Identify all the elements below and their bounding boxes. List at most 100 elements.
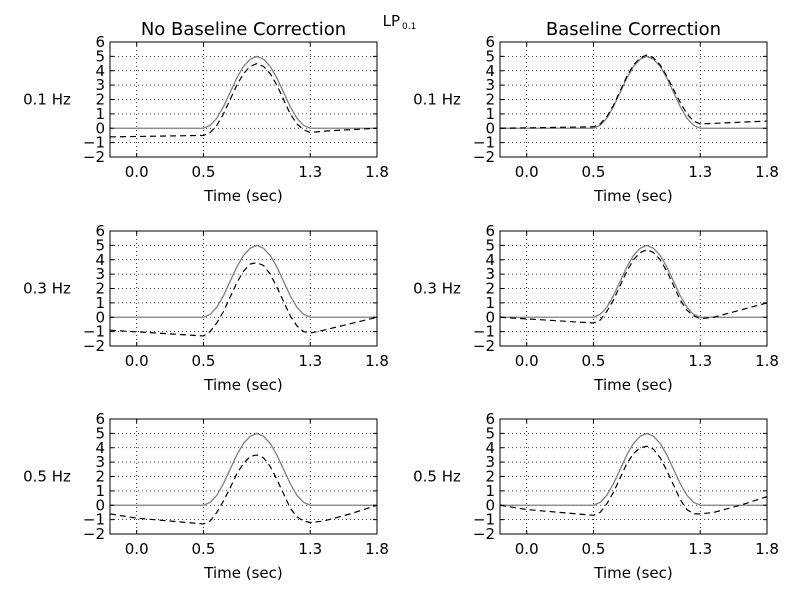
y-tick-label: 6 <box>485 222 495 240</box>
suptitle: LP <box>383 12 400 30</box>
y-tick-label: 0 <box>485 119 495 137</box>
x-tick-label: 0.0 <box>125 352 149 370</box>
y-tick-label: 2 <box>95 91 105 109</box>
dashed-series-line <box>499 445 768 516</box>
y-tick-label: 0 <box>95 496 105 514</box>
y-tick-label: 6 <box>485 410 495 428</box>
frequency-label: 0.1 Hz <box>23 91 71 109</box>
y-tick-label: −2 <box>83 337 105 355</box>
y-tick-label: 0 <box>95 119 105 137</box>
y-tick-label: 3 <box>485 453 495 471</box>
x-tick-label: 1.8 <box>365 163 389 181</box>
dashed-series-line <box>499 54 768 129</box>
x-axis-label: Time (sec) <box>593 564 672 582</box>
y-tick-label: 2 <box>485 91 495 109</box>
y-tick-label: 4 <box>95 251 105 269</box>
solid-series-line <box>500 55 767 129</box>
solid-series-line <box>110 432 377 506</box>
y-tick-label: −2 <box>473 337 495 355</box>
x-axis-label: Time (sec) <box>203 376 282 394</box>
x-tick-label: 0.5 <box>192 352 216 370</box>
y-tick-label: 2 <box>485 468 495 486</box>
x-axis-label: Time (sec) <box>203 564 282 582</box>
x-tick-label: 1.3 <box>688 163 712 181</box>
x-tick-label: 1.3 <box>298 540 322 558</box>
y-tick-label: 5 <box>95 47 105 65</box>
y-tick-label: 3 <box>95 453 105 471</box>
solid-series-line <box>500 432 767 506</box>
subplot-title: No Baseline Correction <box>141 19 346 40</box>
y-tick-label: 6 <box>95 410 105 428</box>
dashed-series-line <box>109 262 378 337</box>
frequency-label: 0.1 Hz <box>413 91 461 109</box>
y-tick-label: 5 <box>485 424 495 442</box>
x-axis-label: Time (sec) <box>593 187 672 205</box>
y-tick-label: 5 <box>95 236 105 254</box>
y-tick-label: 4 <box>485 439 495 457</box>
x-tick-label: 0.0 <box>125 163 149 181</box>
x-tick-label: 0.5 <box>582 540 606 558</box>
y-tick-label: −1 <box>83 134 105 152</box>
x-tick-label: 1.8 <box>755 352 779 370</box>
y-tick-label: 3 <box>95 265 105 283</box>
y-tick-label: 5 <box>95 424 105 442</box>
y-tick-label: 1 <box>485 294 495 312</box>
x-tick-label: 1.8 <box>365 352 389 370</box>
y-tick-label: 3 <box>485 76 495 94</box>
y-tick-label: 4 <box>95 62 105 80</box>
y-tick-label: 0 <box>485 496 495 514</box>
y-tick-label: 3 <box>95 76 105 94</box>
y-tick-label: −1 <box>473 134 495 152</box>
solid-series-line <box>500 244 767 318</box>
y-tick-label: 2 <box>95 280 105 298</box>
y-tick-label: −1 <box>83 511 105 529</box>
y-tick-label: 0 <box>95 308 105 326</box>
x-tick-label: 0.0 <box>125 540 149 558</box>
x-tick-label: 0.0 <box>515 163 539 181</box>
frequency-label: 0.5 Hz <box>23 468 71 486</box>
y-tick-label: −2 <box>473 148 495 166</box>
y-tick-label: −2 <box>473 525 495 543</box>
y-tick-label: 5 <box>485 236 495 254</box>
y-tick-label: 1 <box>95 482 105 500</box>
x-tick-label: 1.8 <box>755 540 779 558</box>
x-tick-label: 1.3 <box>688 540 712 558</box>
x-tick-label: 1.3 <box>298 352 322 370</box>
solid-series-line <box>110 244 377 318</box>
x-tick-label: 1.8 <box>365 540 389 558</box>
suptitle-subscript: 0.1 <box>402 22 416 32</box>
y-tick-label: 1 <box>485 482 495 500</box>
y-tick-label: −2 <box>83 525 105 543</box>
y-tick-label: −2 <box>83 148 105 166</box>
x-tick-label: 0.0 <box>515 352 539 370</box>
x-tick-label: 1.3 <box>688 352 712 370</box>
y-tick-label: −1 <box>473 323 495 341</box>
frequency-label: 0.5 Hz <box>413 468 461 486</box>
x-tick-label: 1.8 <box>755 163 779 181</box>
y-tick-label: 1 <box>95 294 105 312</box>
x-tick-label: 0.5 <box>582 163 606 181</box>
x-tick-label: 0.5 <box>582 352 606 370</box>
y-tick-label: 2 <box>485 280 495 298</box>
y-tick-label: 1 <box>485 105 495 123</box>
subplot-title: Baseline Correction <box>546 19 721 40</box>
dashed-series-line <box>109 454 378 525</box>
y-tick-label: 6 <box>485 33 495 51</box>
y-tick-label: 4 <box>95 439 105 457</box>
dashed-series-line <box>499 249 768 324</box>
dashed-series-line <box>109 62 378 138</box>
frequency-label: 0.3 Hz <box>413 280 461 298</box>
solid-series-line <box>110 55 377 129</box>
x-tick-label: 0.5 <box>192 163 216 181</box>
y-tick-label: −1 <box>83 323 105 341</box>
x-axis-label: Time (sec) <box>203 187 282 205</box>
y-tick-label: 6 <box>95 33 105 51</box>
y-tick-label: 4 <box>485 251 495 269</box>
y-tick-label: 6 <box>95 222 105 240</box>
